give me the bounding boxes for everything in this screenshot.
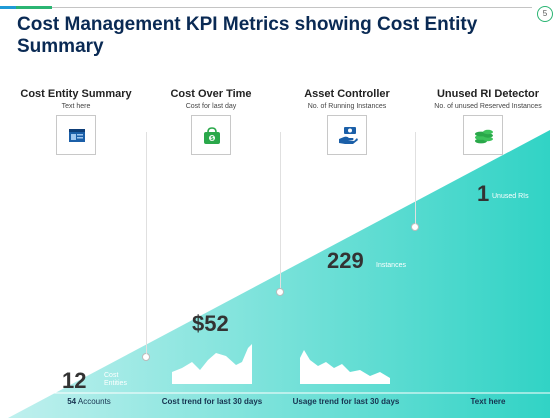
- column-heading: Unused RI Detector: [436, 88, 540, 100]
- metric-value-cost: $52: [192, 311, 229, 336]
- cost-over-time-icon-box: $: [191, 115, 231, 155]
- cost-trend-sparkline: [172, 344, 252, 384]
- browser-window-icon: [69, 129, 85, 142]
- milestone-marker-2: [276, 288, 284, 296]
- column-divider-1: [146, 132, 147, 354]
- accent-bar-green: [16, 6, 52, 9]
- coins-icon: [475, 129, 493, 144]
- column-asset-controller: Asset Controller No. of Running Instance…: [280, 88, 414, 110]
- money-stack-icon: $: [204, 127, 220, 144]
- footer-cost-trend: Cost trend for last 30 days: [161, 397, 263, 406]
- accent-bar: [0, 0, 560, 10]
- milestone-marker-3: [411, 223, 419, 231]
- column-subtext: No. of unused Reserved Instances: [434, 103, 542, 110]
- svg-text:$: $: [210, 136, 213, 142]
- footer-accounts-count: 54: [67, 397, 77, 406]
- asset-controller-icon-box: [327, 115, 367, 155]
- column-subtext: Text here: [61, 103, 91, 110]
- metric-value-cost-entities: 12: [62, 368, 87, 393]
- slide-title: Cost Management KPI Metrics showing Cost…: [17, 14, 478, 57]
- metric-value-unused-ris: 1: [477, 181, 490, 206]
- unused-ri-icon-box: [463, 115, 503, 155]
- footer-accounts: 54 Accounts: [22, 397, 156, 406]
- metric-label-unused-ris: Unused RIs: [492, 193, 529, 200]
- column-divider-2: [280, 132, 281, 288]
- footer-usage-trend: Usage trend for last 30 days: [292, 397, 400, 406]
- cost-entity-icon-box: [56, 115, 96, 155]
- milestone-marker-1: [142, 353, 150, 361]
- column-cost-entity-summary: Cost Entity Summary Text here: [9, 88, 143, 110]
- accent-bar-gray: [52, 7, 532, 8]
- money-hand-icon: [339, 127, 358, 144]
- accent-bar-blue: [0, 6, 16, 9]
- column-unused-ri-detector: Unused RI Detector No. of unused Reserve…: [421, 88, 555, 110]
- column-heading: Cost Entity Summary: [20, 88, 132, 100]
- footer-accounts-label: Accounts: [76, 397, 111, 406]
- column-divider-3: [415, 132, 416, 224]
- column-heading: Cost Over Time: [170, 88, 252, 100]
- column-heading: Asset Controller: [304, 88, 390, 100]
- page-number-badge: 5: [537, 6, 553, 22]
- metric-value-instances: 229: [327, 248, 364, 273]
- column-cost-over-time: Cost Over Time Cost for last day: [144, 88, 278, 110]
- metric-label-cost-entities: Cost Entities: [104, 372, 127, 387]
- rising-triangle: [8, 130, 550, 418]
- footer-text-here: Text here: [470, 397, 506, 406]
- metric-label-instances: Instances: [376, 262, 406, 269]
- column-subtext: Cost for last day: [185, 103, 237, 110]
- column-subtext: No. of Running Instances: [307, 103, 387, 110]
- usage-trend-sparkline: [300, 350, 390, 384]
